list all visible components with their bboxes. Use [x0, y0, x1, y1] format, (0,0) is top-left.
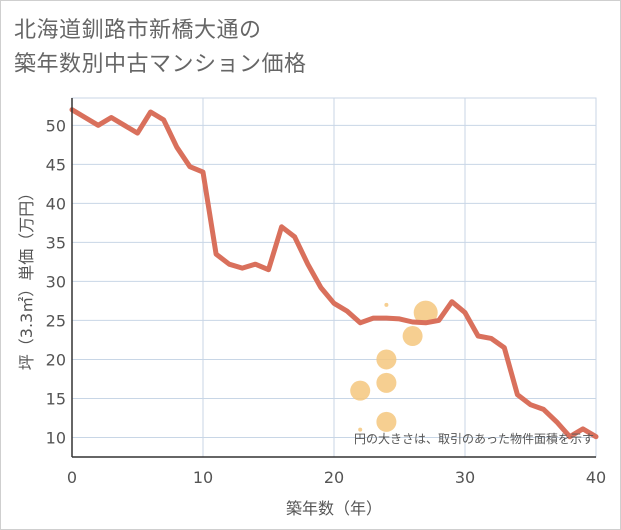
- bubble-size-note: 円の大きさは、取引のあった物件面積を示す: [354, 431, 594, 446]
- y-tick-label: 30: [46, 272, 66, 291]
- y-tick-label: 25: [46, 311, 66, 330]
- label-layer: 0 10 20 30 40 10 15 20 25 30 35 40 45 50 築年数（年） 坪（3.3㎡）…: [17, 116, 606, 518]
- bubble-layer: [350, 300, 438, 432]
- bubble-point: [413, 300, 438, 325]
- y-tick-label: 50: [46, 116, 66, 135]
- grid-layer: [71, 97, 597, 458]
- axis-layer: [71, 98, 596, 458]
- x-tick-label: 10: [193, 468, 213, 487]
- bubble-point: [376, 372, 397, 393]
- avg-price-line: [69, 107, 599, 440]
- bubble-point: [376, 349, 397, 370]
- bubble-point: [376, 411, 397, 432]
- bubble-point: [350, 380, 371, 401]
- y-tick-label: 35: [46, 233, 66, 252]
- x-tick-label: 40: [586, 468, 606, 487]
- x-tick-label: 30: [455, 468, 475, 487]
- bubble-point: [358, 427, 363, 432]
- x-axis-title: 築年数（年）: [286, 499, 382, 518]
- x-tick-label: 0: [67, 468, 77, 487]
- bubble-point: [402, 326, 423, 347]
- y-tick-label: 15: [46, 389, 66, 408]
- chart-title: 北海道釧路市新橋大通の 築年数別中古マンション価格: [14, 18, 307, 77]
- line-layer: [69, 107, 599, 440]
- x-tick-label: 20: [324, 468, 344, 487]
- y-tick-label: 20: [46, 350, 66, 369]
- y-tick-label: 10: [46, 428, 66, 447]
- bubble-point: [384, 302, 389, 307]
- y-axis-title: 坪（3.3㎡）単価（万円）: [17, 185, 36, 370]
- y-tick-label: 40: [46, 194, 66, 213]
- y-tick-label: 45: [46, 155, 66, 174]
